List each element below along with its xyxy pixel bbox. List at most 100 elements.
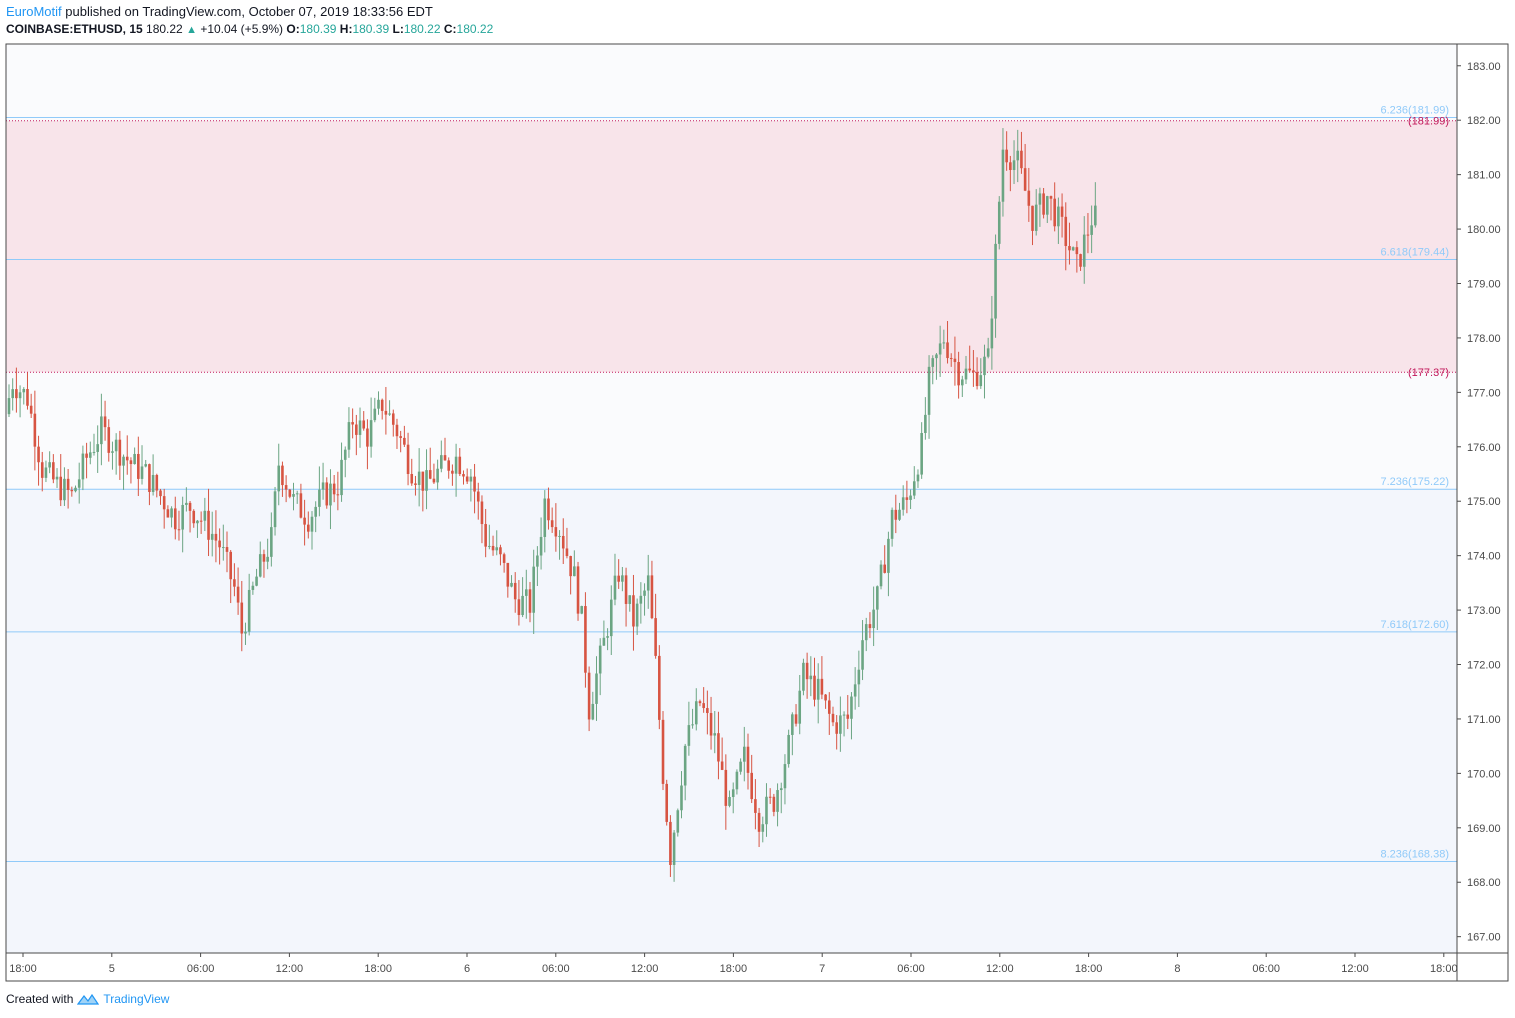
candle-body xyxy=(52,462,55,480)
candle-body xyxy=(776,790,779,812)
candle-body xyxy=(872,609,875,629)
candle-body xyxy=(436,468,439,483)
candle-body xyxy=(609,599,613,637)
candle-body xyxy=(377,399,380,409)
symbol-label: COINBASE:ETHUSD, 15 xyxy=(6,22,143,36)
candle-body xyxy=(672,832,676,865)
tradingview-link[interactable]: TradingView xyxy=(103,992,170,1006)
open-value: 180.39 xyxy=(299,22,337,36)
candle-body xyxy=(1049,196,1053,199)
candle-body xyxy=(74,487,77,492)
candle-body xyxy=(617,575,620,582)
candle-body xyxy=(458,456,462,475)
level-labels: 6.236(181.99) 6.618(179.44) 7.236(175.22) 7… xyxy=(1381,104,1450,860)
candle-body xyxy=(118,439,122,466)
price-tick-label: 168.00 xyxy=(1467,877,1501,889)
candle-body xyxy=(957,362,960,386)
candle-body xyxy=(646,575,650,591)
time-tick-label: 12:00 xyxy=(986,963,1014,975)
candle-body xyxy=(266,556,269,562)
candle-body xyxy=(107,427,111,453)
candle-body xyxy=(288,489,292,497)
candle-body xyxy=(488,545,491,547)
candle-body xyxy=(362,420,366,429)
price-tick-label: 177.00 xyxy=(1467,387,1501,399)
candle-body xyxy=(813,675,816,700)
candle-body xyxy=(366,428,369,447)
candle-body xyxy=(979,375,983,387)
candle-body xyxy=(517,599,521,616)
resistance-zone xyxy=(6,120,1457,373)
time-tick-label: 18:00 xyxy=(720,963,748,975)
candle-body xyxy=(144,464,148,467)
candle-body xyxy=(340,459,343,496)
candle-body xyxy=(739,761,742,772)
candle-body xyxy=(942,342,946,344)
candle-body xyxy=(757,812,761,832)
candle-body xyxy=(122,456,125,466)
candle-body xyxy=(199,520,203,522)
candle-body xyxy=(451,470,454,474)
candle-body xyxy=(48,462,51,468)
candle-body xyxy=(380,399,384,411)
candle-body xyxy=(299,493,303,518)
candle-body xyxy=(580,606,584,614)
candle-body xyxy=(584,606,587,673)
candle-body xyxy=(765,796,768,825)
candle-body xyxy=(835,722,838,734)
candle-body xyxy=(665,783,669,822)
candle-body xyxy=(820,678,824,695)
candle-body xyxy=(277,465,281,492)
candle-body xyxy=(218,540,221,548)
candle-body xyxy=(491,545,495,551)
candle-body xyxy=(683,745,687,786)
candle-body xyxy=(185,502,188,505)
candle-body xyxy=(443,455,447,461)
candle-body xyxy=(972,370,975,373)
candle-body xyxy=(181,504,184,530)
candle-body xyxy=(214,533,218,541)
candle-body xyxy=(406,444,410,475)
candle-body xyxy=(831,713,835,723)
outer-frame xyxy=(5,43,1509,982)
candle-body xyxy=(613,575,617,600)
candle-body xyxy=(170,508,173,518)
candle-body xyxy=(931,358,935,367)
author-link[interactable]: EuroMotif xyxy=(6,4,62,19)
candle-body xyxy=(709,713,713,736)
candle-body xyxy=(687,725,691,746)
candle-body xyxy=(473,476,476,492)
candle-body xyxy=(525,589,528,596)
candle-body xyxy=(1079,254,1082,267)
candle-body xyxy=(410,474,414,484)
candle-body xyxy=(1082,234,1086,267)
low-label: L: xyxy=(392,22,404,36)
time-tick-label: 06:00 xyxy=(542,963,570,975)
tradingview-logo-icon xyxy=(77,993,100,1005)
candle-body xyxy=(938,343,942,355)
candle-body xyxy=(140,466,144,479)
candle-body xyxy=(602,637,606,646)
time-tick-label: 06:00 xyxy=(897,963,925,975)
candle-body xyxy=(100,416,103,445)
candle-body xyxy=(1027,190,1031,206)
candle-body xyxy=(251,585,255,590)
created-with-text: Created with xyxy=(6,992,74,1006)
candle-body xyxy=(284,485,288,490)
candle-body xyxy=(1068,246,1071,251)
candle-body xyxy=(761,824,765,832)
candle-body xyxy=(558,535,561,537)
candle-body xyxy=(303,517,306,525)
candle-body xyxy=(318,489,321,507)
candle-body xyxy=(162,496,166,510)
candle-body xyxy=(222,547,225,549)
candle-body xyxy=(1001,149,1005,202)
price-tick-label: 172.00 xyxy=(1467,660,1501,672)
candle-body xyxy=(805,662,809,680)
candle-body xyxy=(809,675,813,680)
candle-body xyxy=(691,724,694,726)
candle-body xyxy=(1031,205,1034,231)
candle-body xyxy=(935,354,938,359)
candle-body xyxy=(643,590,646,596)
